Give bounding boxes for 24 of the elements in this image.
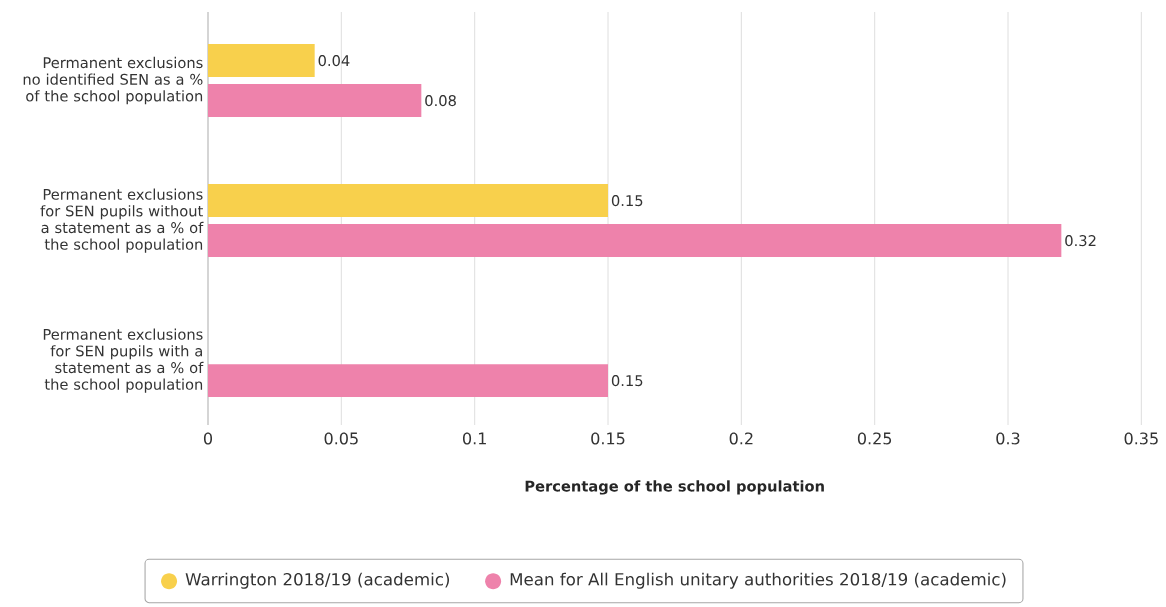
x-tick-label: 0.1 [462, 432, 486, 445]
legend-label: Mean for All English unitary authorities 2018/19 (academic) [510, 572, 1006, 589]
y-tick-label: Permanent exclusions for SEN pupils with a statement as a % of the school population [43, 328, 204, 393]
legend-label: Warrington 2018/19 (academic) [185, 572, 450, 589]
data-label: 0.15 [611, 375, 643, 387]
bar [208, 84, 422, 118]
bar [208, 184, 609, 218]
bar [208, 364, 609, 398]
data-label: 0.08 [425, 95, 456, 107]
bar [208, 224, 1062, 258]
data-label: 0.04 [318, 55, 350, 67]
y-tick-label: Permanent exclusions no identified SEN as a % of the school population [23, 56, 203, 105]
x-tick-label: 0.2 [729, 432, 753, 445]
x-tick-label: 0 [203, 432, 213, 445]
data-label: 0.32 [1065, 235, 1096, 247]
x-tick-label: 0.05 [324, 432, 358, 445]
x-tick-label: 0.35 [1124, 432, 1158, 445]
x-tick-label: 0.3 [996, 432, 1020, 445]
x-tick-label: 0.25 [857, 432, 892, 445]
bar [208, 44, 315, 78]
x-axis-title: Percentage of the school population [525, 480, 824, 495]
x-tick-label: 0.15 [591, 432, 625, 445]
y-tick-label: Permanent exclusions for SEN pupils without a statement as a % of the school population [40, 188, 204, 253]
data-label: 0.15 [611, 195, 643, 207]
